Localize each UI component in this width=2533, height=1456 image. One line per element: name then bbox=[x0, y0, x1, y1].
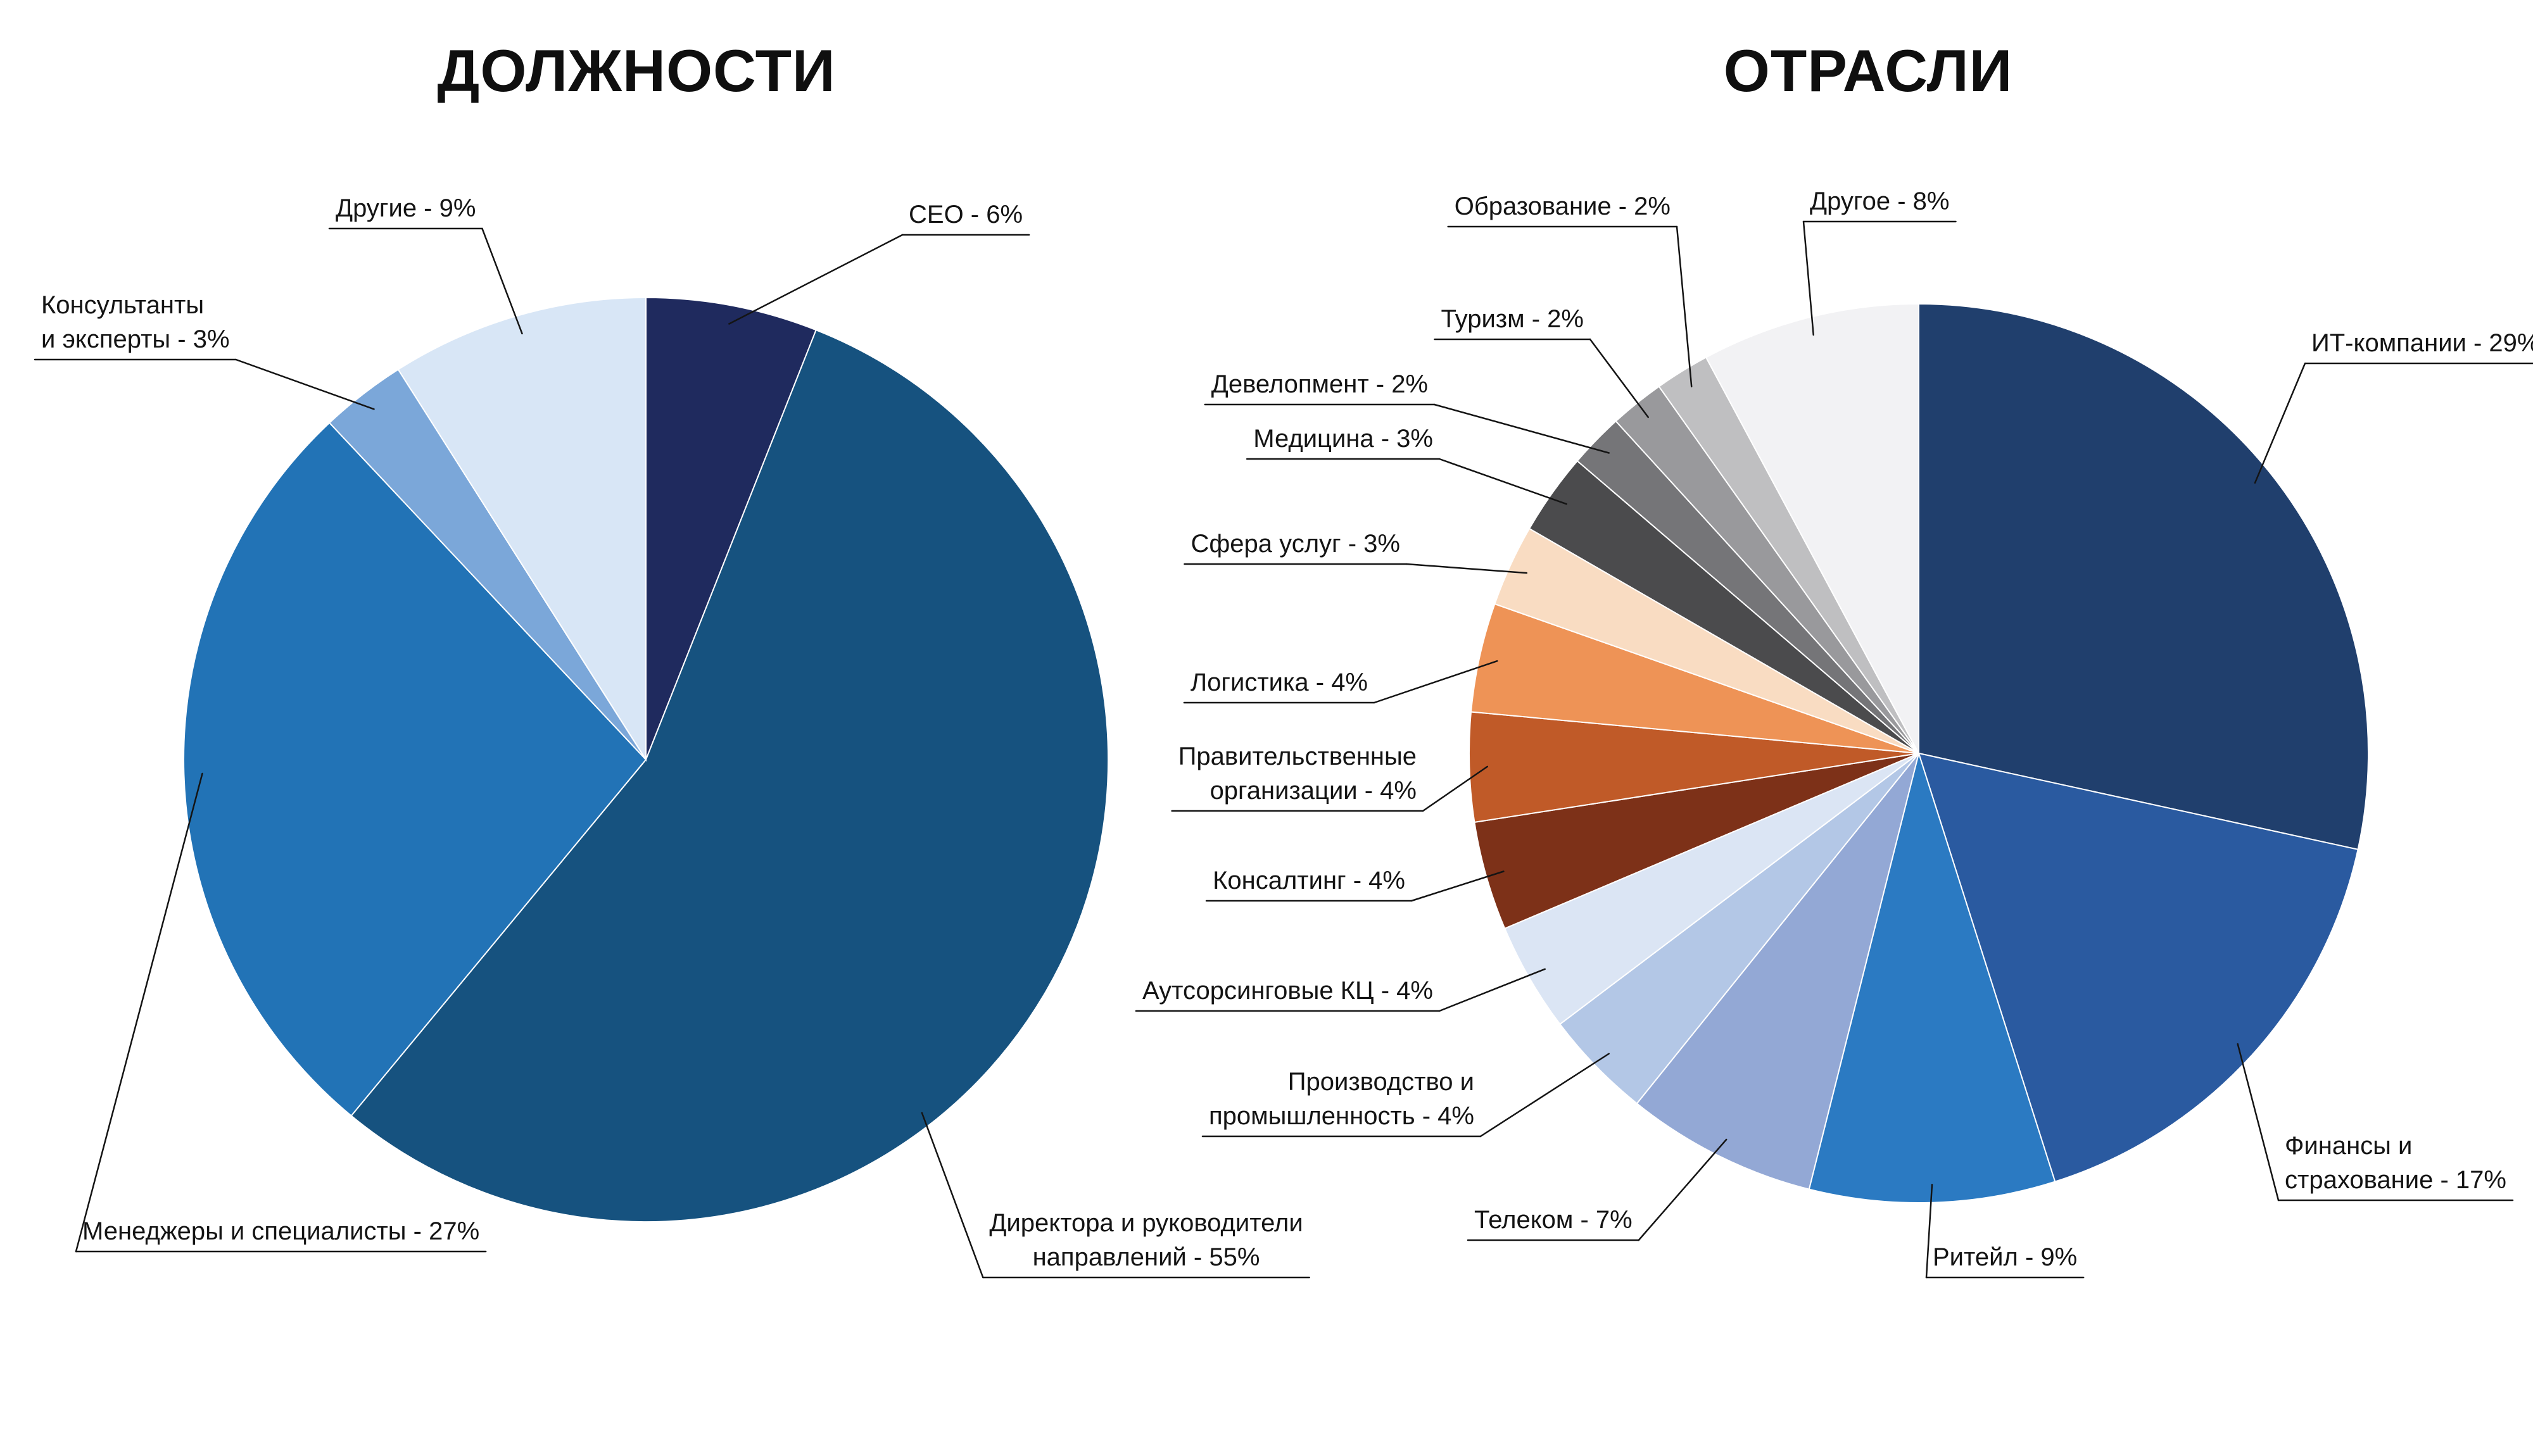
pie-slice bbox=[1918, 303, 2370, 851]
label-leader-line bbox=[75, 772, 203, 1253]
slice-label: Девелопмент - 2% bbox=[1211, 370, 1428, 398]
label-leader-line bbox=[728, 234, 904, 325]
positions-chart-title: ДОЛЖНОСТИ bbox=[437, 37, 836, 104]
label-leader-line bbox=[1422, 765, 1488, 812]
slice-label: Сфера услуг - 3% bbox=[1191, 530, 1401, 558]
slice-label: Логистика - 4% bbox=[1191, 668, 1368, 696]
label-leader-line bbox=[1373, 660, 1498, 704]
industries-chart-title: ОТРАСЛИ bbox=[1723, 37, 2013, 104]
slice-label: CEO - 6% bbox=[909, 201, 1023, 229]
slice-label: Аутсорсинговые КЦ - 4% bbox=[1142, 977, 1433, 1005]
label-leader-line bbox=[1925, 1184, 1933, 1279]
slice-label: Производство и промышленность - 4% bbox=[1209, 1068, 1474, 1130]
label-leader-line bbox=[2237, 1043, 2280, 1202]
pie-slice bbox=[1636, 753, 1919, 1190]
label-leader-line bbox=[1438, 458, 1567, 505]
slice-label: Туризм - 2% bbox=[1441, 305, 1584, 333]
slice-label: Консультанты и эксперты - 3% bbox=[41, 291, 230, 353]
label-leader-line bbox=[481, 227, 523, 335]
label-leader-line bbox=[1479, 1053, 1610, 1138]
label-leader-line bbox=[921, 1112, 984, 1279]
label-leader-line bbox=[1405, 563, 1528, 574]
label-leader-line bbox=[1410, 870, 1505, 902]
pie-slice bbox=[397, 296, 647, 762]
pie-slice bbox=[645, 296, 817, 760]
label-leader-line bbox=[1438, 968, 1546, 1012]
slice-label: Другое - 8% bbox=[1810, 187, 1949, 215]
slice-label: Менеджеры и специалисты - 27% bbox=[82, 1217, 479, 1245]
pie-slice bbox=[1808, 751, 2056, 1204]
slice-label: Образование - 2% bbox=[1455, 192, 1671, 220]
label-leader-line bbox=[1433, 403, 1610, 454]
label-leader-line bbox=[1802, 220, 1814, 336]
slice-label: Финансы и страхование - 17% bbox=[2285, 1132, 2506, 1194]
slice-label: Телеком - 7% bbox=[1474, 1206, 1633, 1234]
slice-label: ИТ-компании - 29% bbox=[2311, 329, 2533, 357]
label-leader-line bbox=[235, 358, 375, 410]
pie-slice bbox=[183, 422, 647, 1117]
slice-label: Правительственные организации - 4% bbox=[1178, 743, 1417, 805]
positions-pie-group: CEO - 6% Директора и руководители направле… bbox=[34, 194, 1310, 1279]
industries-pie-group: ИТ-компании - 29% Финансы и страхование - … bbox=[1135, 187, 2533, 1279]
pie-slice bbox=[1917, 752, 2359, 1183]
label-leader-line bbox=[1676, 225, 1693, 387]
label-leader-line bbox=[1589, 338, 1649, 418]
slice-label: Ритейл - 9% bbox=[1933, 1243, 2077, 1271]
slice-label: Другие - 9% bbox=[336, 194, 476, 222]
slice-label: Консалтинг - 4% bbox=[1213, 867, 1405, 894]
label-leader-line bbox=[2254, 362, 2306, 484]
pie-slice bbox=[350, 329, 1109, 1223]
slice-label: Медицина - 3% bbox=[1253, 425, 1433, 453]
label-leader-line bbox=[1638, 1138, 1728, 1241]
slice-label: Директора и руководители направлений - 55… bbox=[989, 1209, 1303, 1271]
pie-slice bbox=[1705, 303, 1919, 754]
